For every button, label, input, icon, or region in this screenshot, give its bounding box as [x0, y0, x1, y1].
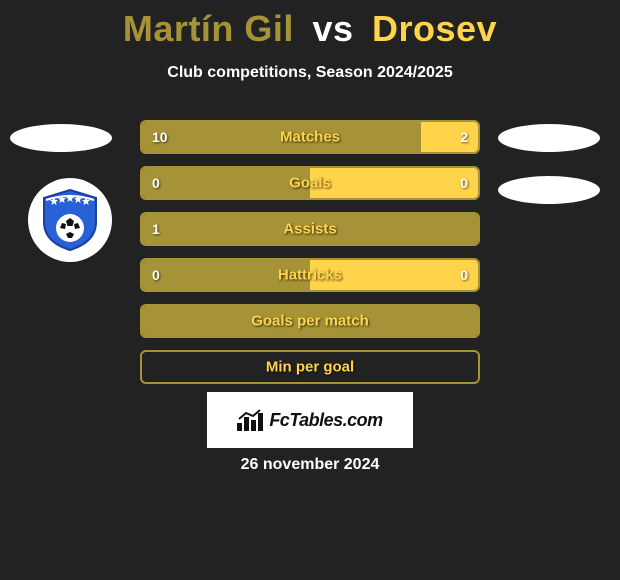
watermark-text: FcTables.com: [269, 410, 382, 431]
stat-value-left: 0: [152, 267, 160, 283]
stat-value-right: 2: [460, 129, 468, 145]
club-shield-icon: [40, 188, 100, 252]
watermark: FcTables.com: [207, 392, 413, 448]
player1-name: Martín Gil: [123, 8, 294, 49]
stat-row: Hattricks0 0: [140, 258, 480, 292]
player2-name: Drosev: [372, 8, 497, 49]
watermark-chart-icon: [237, 409, 263, 431]
stat-row: Min per goal: [140, 350, 480, 384]
player1-badge-placeholder: [10, 124, 112, 152]
stat-value-left: 0: [152, 175, 160, 191]
stat-value-right: 0: [460, 175, 468, 191]
stat-label: Goals per match: [142, 313, 478, 330]
player2-badge-placeholder-2: [498, 176, 600, 204]
stat-label: Assists: [142, 221, 478, 238]
stat-row: Matches10 2: [140, 120, 480, 154]
subtitle: Club competitions, Season 2024/2025: [0, 64, 620, 82]
stat-row: Goals per match: [140, 304, 480, 338]
stat-label: Hattricks: [142, 267, 478, 284]
stat-row: Goals0 0: [140, 166, 480, 200]
stat-value-left: 1: [152, 221, 160, 237]
stat-row: Assists1: [140, 212, 480, 246]
stat-value-left: 10: [152, 129, 168, 145]
player2-badge-placeholder-1: [498, 124, 600, 152]
date-label: 26 november 2024: [0, 456, 620, 474]
stat-label: Goals: [142, 175, 478, 192]
stat-label: Matches: [142, 129, 478, 146]
stat-label: Min per goal: [142, 359, 478, 376]
club-logo: [28, 178, 112, 262]
comparison-bars: Matches102Goals00Assists1Hattricks00Goal…: [140, 120, 480, 396]
vs-label: vs: [312, 8, 353, 49]
comparison-title: Martín Gil vs Drosev: [0, 0, 620, 50]
stat-value-right: 0: [460, 267, 468, 283]
